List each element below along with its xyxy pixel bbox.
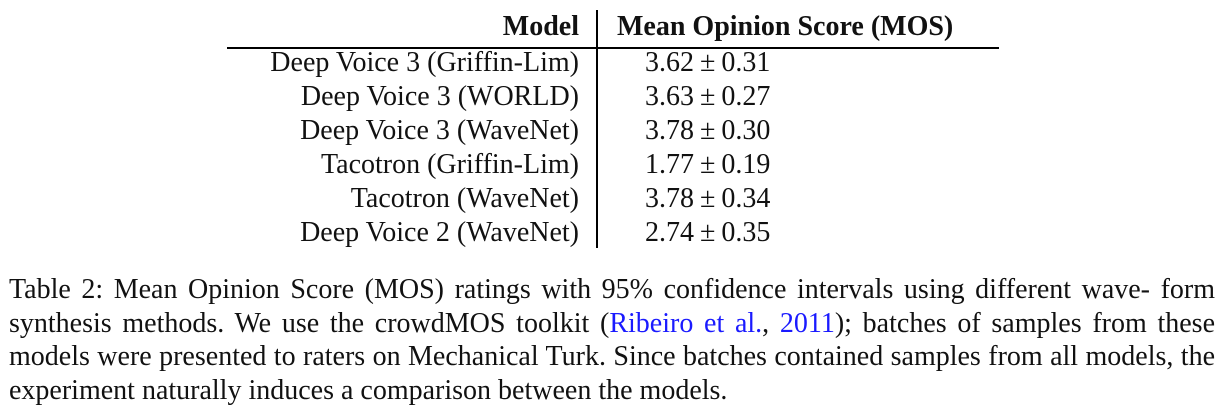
column-divider — [596, 10, 598, 248]
table-caption: Table 2: Mean Opinion Score (MOS) rating… — [9, 273, 1215, 407]
citation-year-link[interactable]: 2011 — [779, 307, 835, 339]
row-mos: 3.62 ±0.31 — [645, 47, 771, 78]
row-mos: 1.77 ±0.19 — [645, 149, 771, 180]
row-mos: 3.78 ±0.30 — [645, 115, 771, 146]
row-mos: 3.63 ±0.27 — [645, 81, 771, 112]
row-model: Tacotron (WaveNet) — [350, 183, 579, 214]
row-model: Deep Voice 3 (Griffin-Lim) — [270, 47, 579, 78]
row-model: Tacotron (Griffin-Lim) — [321, 149, 579, 180]
caption-text-2: ); batches of samples from these models … — [9, 307, 1215, 406]
header-rule — [227, 47, 999, 49]
row-model: Deep Voice 3 (WaveNet) — [300, 115, 579, 146]
citation-separator: , — [762, 307, 780, 339]
row-model: Deep Voice 3 (WORLD) — [300, 81, 579, 112]
row-mos: 3.78 ±0.34 — [645, 183, 771, 214]
row-model: Deep Voice 2 (WaveNet) — [300, 217, 579, 248]
caption-text-1: Table 2: Mean Opinion Score (MOS) rating… — [9, 274, 1215, 339]
header-mos: Mean Opinion Score (MOS) — [617, 11, 954, 42]
mos-table: Model Mean Opinion Score (MOS) Deep Voic… — [227, 10, 999, 248]
header-model: Model — [502, 11, 579, 42]
citation-authors-link[interactable]: Ribeiro et al. — [609, 307, 763, 339]
row-mos: 2.74 ±0.35 — [645, 217, 771, 248]
